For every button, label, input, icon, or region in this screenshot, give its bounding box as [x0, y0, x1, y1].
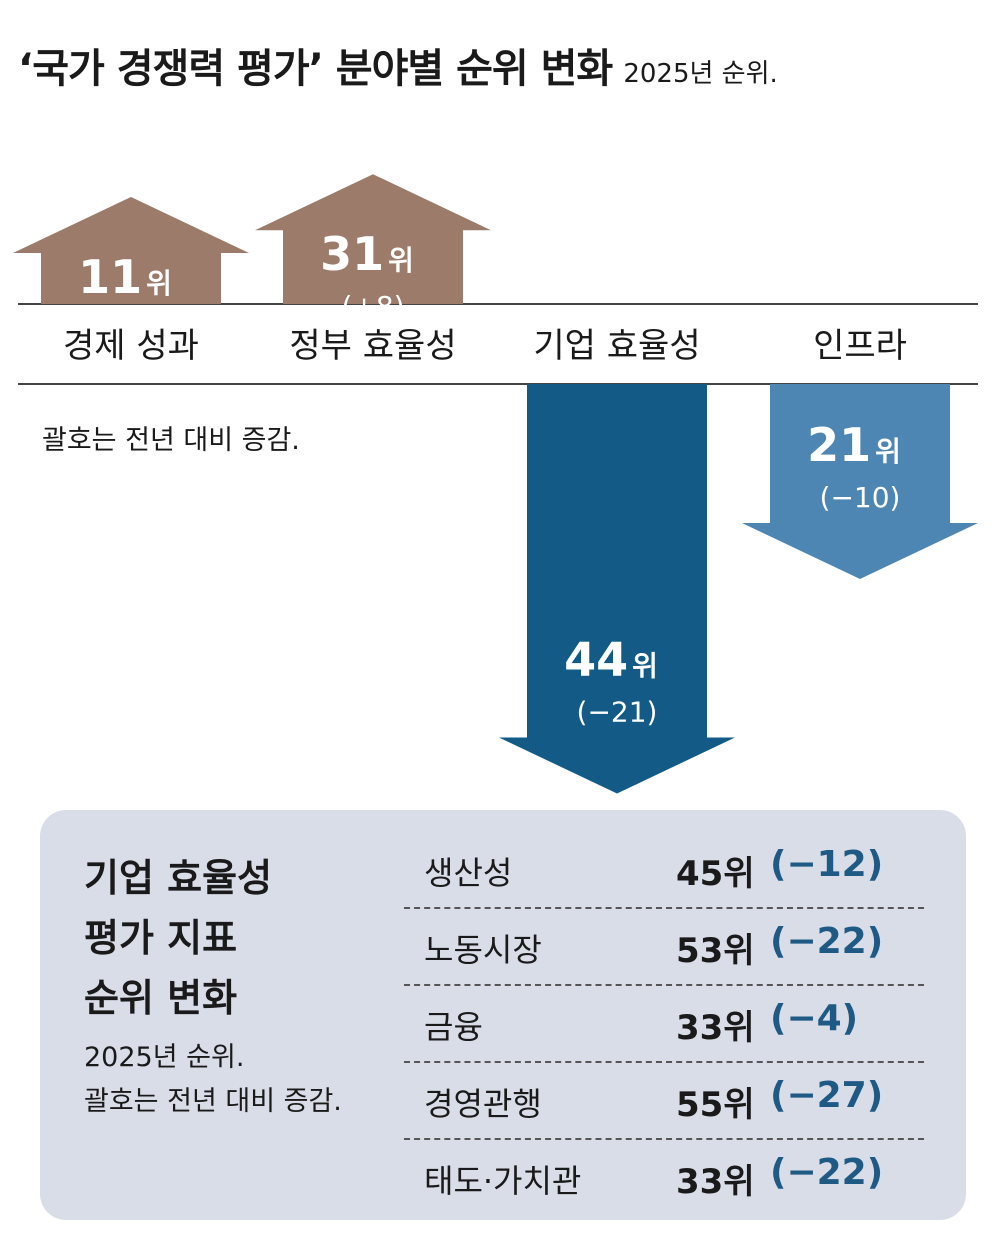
indicator-rank: 45위 [676, 854, 755, 894]
indicator-change: (−27) [770, 1075, 884, 1116]
category-label: 정부 효율성 [289, 326, 456, 366]
detail-panel: 기업 효율성 평가 지표 순위 변화 2025년 순위. 괄호는 전년 대비 증… [40, 810, 966, 1220]
rank-arrow [499, 384, 735, 794]
chart-title-sub: 2025년 순위. [623, 59, 778, 89]
indicator-rank: 53위 [676, 931, 755, 971]
panel-note: 2025년 순위. 괄호는 전년 대비 증감. [84, 1036, 342, 1124]
change-label: (−21) [577, 696, 658, 729]
indicator-row: 금융 33위 (−4) [404, 986, 924, 1063]
indicator-change: (−4) [770, 998, 859, 1039]
indicator-row: 경영관행 55위 (−27) [404, 1063, 924, 1140]
category-label: 기업 효율성 [533, 326, 700, 366]
indicator-row: 노동시장 53위 (−22) [404, 909, 924, 986]
indicator-rank: 55위 [676, 1085, 755, 1125]
rank-arrow [255, 174, 491, 304]
chart-title: ‘국가 경쟁력 평가’ 분야별 순위 변화 2025년 순위. [18, 36, 778, 94]
indicator-rank: 33위 [676, 1008, 755, 1048]
panel-note-line: 2025년 순위. [84, 1042, 245, 1073]
indicator-name: 경영관행 [424, 1085, 542, 1123]
panel-title-line: 기업 효율성 [84, 856, 273, 900]
change-label: (−10) [820, 481, 901, 514]
category-label: 인프라 [813, 326, 907, 366]
indicator-name: 태도·가치관 [424, 1162, 582, 1200]
change-label: (+8) [341, 290, 404, 323]
category-label: 경제 성과 [63, 326, 199, 366]
indicator-row: 태도·가치관 33위 (−22) [404, 1140, 924, 1215]
rank-arrow [13, 197, 249, 304]
panel-title: 기업 효율성 평가 지표 순위 변화 [84, 848, 272, 1028]
indicator-rank: 33위 [676, 1162, 755, 1202]
indicator-row: 생산성 45위 (−12) [404, 832, 924, 909]
indicator-change: (−12) [770, 844, 884, 885]
panel-title-line: 평가 지표 [84, 916, 238, 960]
panel-note-line: 괄호는 전년 대비 증감. [84, 1086, 342, 1117]
indicator-change: (−22) [770, 921, 884, 962]
indicator-change: (−22) [770, 1152, 884, 1193]
change-label: (+5) [99, 313, 162, 346]
indicator-name: 금융 [424, 1008, 483, 1046]
indicator-name: 노동시장 [424, 931, 542, 969]
indicator-list: 생산성 45위 (−12) 노동시장 53위 (−22) 금융 33위 (−4)… [404, 832, 924, 1215]
indicator-name: 생산성 [424, 854, 513, 892]
chart-title-main: ‘국가 경쟁력 평가’ 분야별 순위 변화 [18, 46, 613, 92]
rank-arrow [742, 384, 978, 579]
panel-title-line: 순위 변화 [84, 976, 238, 1020]
change-note: 괄호는 전년 대비 증감. [42, 425, 300, 456]
